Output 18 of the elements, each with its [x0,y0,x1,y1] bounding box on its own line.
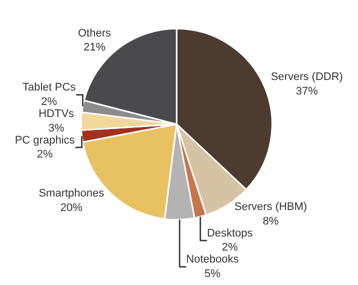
slice-label: Desktops [206,227,254,240]
data-label: 20% [60,202,83,214]
slice-label: Tablet PCs [22,82,76,94]
data-label: 8% [262,215,279,228]
slice-label: HDTVs [38,108,75,120]
slice-label: PC graphics [14,134,76,146]
data-label: 2% [36,148,53,161]
data-label: 5% [204,268,221,280]
slice-label: Servers (HBM) [234,201,308,214]
data-label: 2% [222,242,238,254]
data-label: 37% [296,85,318,98]
slice-label: Notebooks [186,254,240,266]
slice-label: Servers (DDR) [270,71,343,84]
slice-label: Others [78,27,112,40]
data-label: 21% [83,42,106,54]
data-label: 2% [41,96,58,108]
slice-label: Smartphones [38,188,105,200]
data-label: 3% [48,122,64,134]
